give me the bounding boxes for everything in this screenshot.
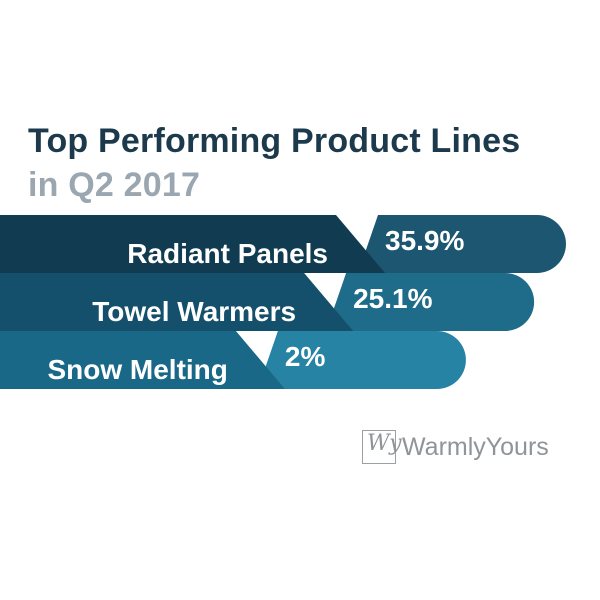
- category-label-2: Towel Warmers: [92, 296, 296, 327]
- bar-category-band-2: [0, 273, 354, 331]
- value-label-3: 2%: [285, 341, 326, 372]
- bar-category-band-1: [0, 215, 385, 273]
- chart-title-line2: in Q2 2017: [28, 166, 201, 204]
- category-label-3: Snow Melting: [47, 354, 227, 385]
- logo-mark-icon: Wy: [362, 430, 402, 464]
- value-label-1: 35.9%: [385, 225, 464, 256]
- bar-value-band-1: [358, 215, 566, 273]
- bar-value-band-3: [257, 331, 466, 389]
- value-label-2: 25.1%: [353, 283, 432, 314]
- chart-title-line1: Top Performing Product Lines: [28, 122, 521, 160]
- warmlyyours-logo: Wy WarmlyYours: [362, 427, 549, 467]
- bar-value-band-2: [326, 273, 535, 331]
- logo-text: WarmlyYours: [402, 432, 549, 461]
- category-label-1: Radiant Panels: [127, 238, 328, 269]
- bar-category-band-3: [0, 331, 285, 389]
